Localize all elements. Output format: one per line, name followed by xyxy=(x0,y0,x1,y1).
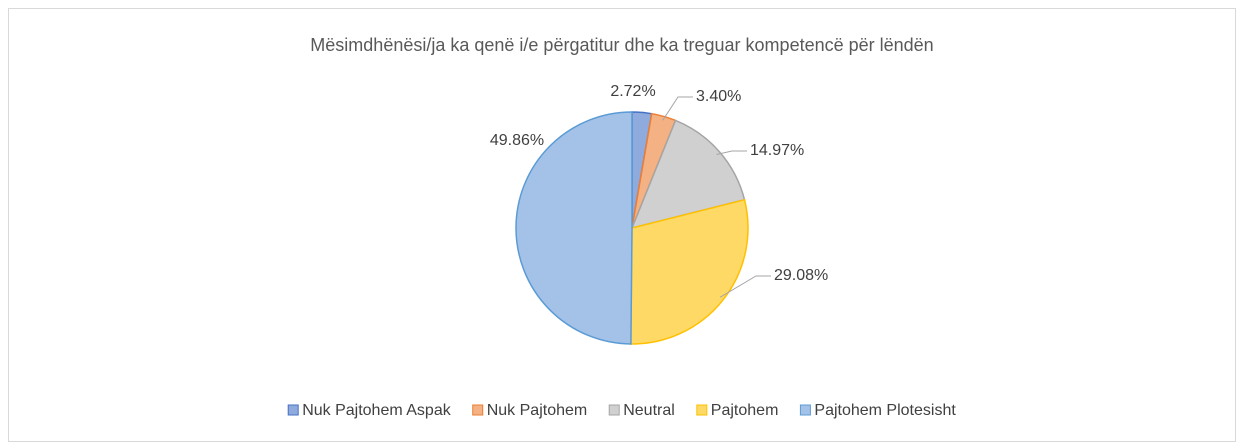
legend-label: Nuk Pajtohem xyxy=(487,402,588,419)
data-label: 29.08% xyxy=(774,267,828,284)
legend-swatch xyxy=(287,404,299,416)
legend-swatch xyxy=(696,404,708,416)
legend-swatch xyxy=(608,404,620,416)
leader-line xyxy=(716,150,747,155)
leader-line xyxy=(662,96,693,121)
legend-swatch xyxy=(799,404,811,416)
chart-title: Mësimdhënësi/ja ka qenë i/e përgatitur d… xyxy=(310,35,933,55)
pie-slice xyxy=(630,198,749,345)
legend-label: Neutral xyxy=(623,402,675,419)
data-label: 3.40% xyxy=(696,88,741,105)
data-label: 2.72% xyxy=(610,83,655,100)
pie-slice xyxy=(630,119,746,230)
legend-label: Pajtohem Plotesisht xyxy=(814,402,956,419)
pie-slice xyxy=(515,111,633,345)
data-label: 49.86% xyxy=(490,132,544,149)
legend-label: Pajtohem xyxy=(711,402,779,419)
legend-swatch xyxy=(472,404,484,416)
legend-label: Nuk Pajtohem Aspak xyxy=(302,402,452,419)
leader-line xyxy=(719,275,771,298)
data-label: 14.97% xyxy=(750,142,804,159)
